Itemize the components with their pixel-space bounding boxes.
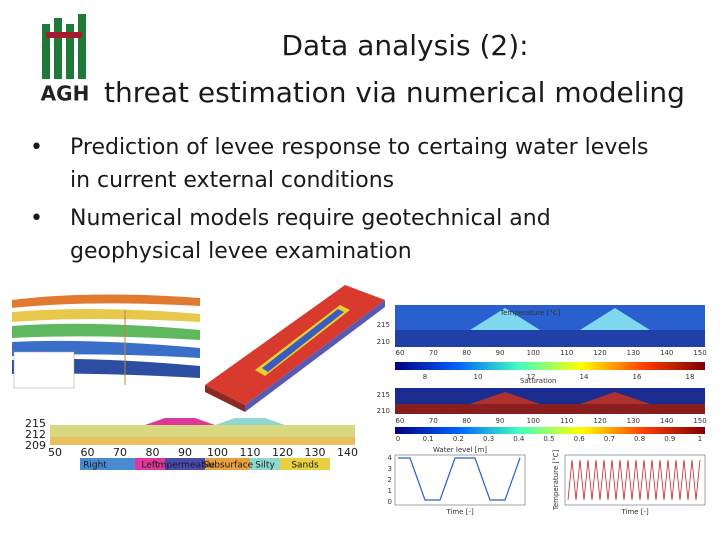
y-tick-label: 210 [377,338,390,346]
temperature-model [395,305,705,370]
colorbar-tick-label: 8 [423,373,427,381]
x-tick-label: 50 [48,446,62,459]
x-tick-label: 70 [429,417,438,425]
colorbar-tick-label: 1 [698,435,702,443]
x-tick-label: 100 [527,349,540,357]
y-tick-label: 2 [388,476,392,484]
colorbar-tick-label: 0.9 [664,435,675,443]
water-level-chart [394,454,526,506]
x-tick-label: 80 [462,417,471,425]
bullet-text: Numerical models require geotechnical an… [70,206,551,231]
colorbar-tick-label: 16 [633,373,642,381]
colorbar-tick-label: 0.7 [604,435,615,443]
x-tick-label: 60 [81,446,95,459]
colorbar-tick-label: 0 [396,435,400,443]
cross-section [50,418,355,470]
x-tick-label: 60 [396,417,405,425]
y-tick-label: 215 [377,391,390,399]
x-tick-label: 80 [462,349,471,357]
x-tick-label: 70 [429,349,438,357]
y-tick-label: 0 [388,498,392,506]
geology-layers [12,294,200,389]
zone-label: Right [83,461,107,471]
y-tick-label: 4 [388,454,393,462]
y-tick-label: 1 [388,487,392,495]
x-tick-label: 90 [496,417,505,425]
colorbar-tick-label: 0.5 [543,435,554,443]
colorbar-tick-label: 0.8 [634,435,645,443]
colorbar-tick-label: 0.1 [423,435,434,443]
x-tick-label: 110 [560,349,573,357]
levee-3d-model [205,285,385,412]
x-tick-label: 60 [396,349,405,357]
bullet-text: Prediction of levee response to certaing… [70,135,648,160]
figure-title: Saturation [520,377,557,385]
y-tick-label: 215 [25,417,46,430]
colorbar-tick-label: 18 [686,373,695,381]
zone-label: Silty [255,461,275,471]
x-axis-label: Time [-] [445,508,474,516]
x-tick-label: 140 [660,349,673,357]
saturation-model [395,388,705,434]
bullet-dot: • [30,135,43,160]
x-tick-label: 130 [627,349,640,357]
temperature-chart [564,454,706,506]
colorbar-tick-label: 10 [474,373,483,381]
x-tick-label: 130 [627,417,640,425]
x-tick-label: 130 [305,446,326,459]
x-tick-label: 90 [496,349,505,357]
bullet-text: geophysical levee examination [70,239,412,264]
y-tick-label: 212 [25,428,46,441]
y-tick-label: 210 [377,407,390,415]
x-tick-label: 100 [207,446,228,459]
logo: AGH [41,14,90,106]
colorbar-tick-label: 0.6 [574,435,586,443]
x-tick-label: 90 [178,446,192,459]
slide-title: Data analysis (2): [281,29,528,62]
figure-title: Temperature [°C] [499,309,561,317]
x-tick-label: 110 [560,417,573,425]
x-tick-label: 150 [693,417,706,425]
x-tick-label: 120 [272,446,293,459]
colorbar-tick-label: 12 [527,373,536,381]
y-tick-label: 3 [388,465,392,473]
x-axis-label: Time [-] [620,508,649,516]
x-tick-label: 80 [146,446,160,459]
zone-label: Left [142,461,159,471]
zone-label: Subsurface [203,461,254,471]
y-axis-label: Temperature [°C] [552,450,560,512]
x-tick-label: 140 [660,417,673,425]
x-tick-label: 120 [593,417,606,425]
bullet-dot: • [30,206,43,231]
slide-subtitle: threat estimation via numerical modeling [104,76,685,109]
colorbar-tick-label: 14 [580,373,589,381]
x-tick-label: 100 [527,417,540,425]
x-tick-label: 70 [113,446,127,459]
x-tick-label: 150 [693,349,706,357]
zone-label: Sands [291,461,319,471]
bullet-text: in current external conditions [70,168,394,193]
y-tick-label: 209 [25,439,46,452]
bullet-list: • Prediction of levee response to certain… [30,135,648,264]
zone-label: Impermeable [155,461,215,471]
logo-text: AGH [41,82,90,106]
x-tick-label: 140 [337,446,358,459]
y-tick-label: 215 [377,321,390,329]
x-tick-label: 120 [593,349,606,357]
colorbar-tick-label: 0.4 [513,435,525,443]
colorbar-tick-label: 0.2 [453,435,464,443]
colorbar-tick-label: 0.3 [483,435,494,443]
x-tick-label: 110 [240,446,261,459]
chart-title: Water level [m] [433,446,487,454]
